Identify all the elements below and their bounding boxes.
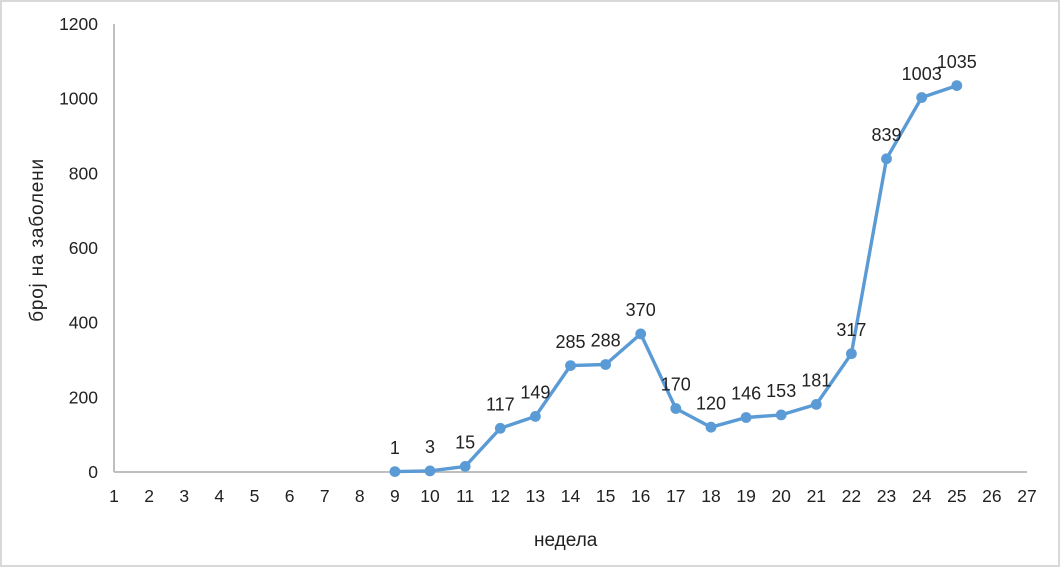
svg-text:4: 4	[214, 486, 224, 506]
svg-text:12: 12	[491, 486, 510, 506]
svg-text:7: 7	[320, 486, 330, 506]
svg-text:22: 22	[842, 486, 861, 506]
svg-text:3: 3	[425, 437, 435, 457]
svg-text:недела: недела	[534, 530, 598, 551]
svg-text:број на заболени: број на заболени	[27, 158, 48, 322]
svg-text:153: 153	[766, 381, 796, 401]
svg-text:120: 120	[696, 393, 726, 413]
svg-text:1200: 1200	[59, 14, 98, 34]
svg-text:6: 6	[285, 486, 295, 506]
svg-text:11: 11	[456, 486, 474, 506]
svg-text:181: 181	[801, 371, 831, 391]
svg-text:0: 0	[88, 462, 98, 482]
svg-text:17: 17	[666, 486, 685, 506]
svg-text:9: 9	[390, 486, 400, 506]
svg-text:370: 370	[626, 300, 656, 320]
svg-text:27: 27	[1017, 486, 1036, 506]
svg-text:13: 13	[526, 486, 545, 506]
svg-text:285: 285	[555, 332, 585, 352]
svg-text:800: 800	[69, 163, 98, 183]
svg-text:25: 25	[947, 486, 966, 506]
svg-text:15: 15	[596, 486, 615, 506]
svg-text:146: 146	[731, 384, 761, 404]
svg-text:117: 117	[486, 395, 515, 415]
svg-text:288: 288	[591, 331, 621, 351]
svg-text:600: 600	[69, 238, 98, 258]
svg-text:317: 317	[836, 320, 866, 340]
svg-text:10: 10	[420, 486, 440, 506]
svg-text:3: 3	[179, 486, 189, 506]
svg-text:1000: 1000	[59, 89, 98, 109]
svg-text:1035: 1035	[937, 52, 977, 72]
svg-text:23: 23	[877, 486, 896, 506]
svg-text:200: 200	[69, 387, 98, 407]
svg-text:5: 5	[250, 486, 260, 506]
svg-text:170: 170	[661, 375, 691, 395]
svg-text:8: 8	[355, 486, 365, 506]
svg-text:19: 19	[736, 486, 755, 506]
svg-text:839: 839	[871, 125, 901, 145]
svg-text:24: 24	[912, 486, 932, 506]
svg-text:16: 16	[631, 486, 650, 506]
svg-text:21: 21	[807, 486, 826, 506]
svg-text:1: 1	[390, 438, 400, 458]
svg-text:400: 400	[69, 313, 98, 333]
svg-text:1: 1	[109, 486, 119, 506]
svg-text:1003: 1003	[902, 64, 942, 84]
svg-text:26: 26	[982, 486, 1001, 506]
svg-text:18: 18	[701, 486, 720, 506]
svg-text:149: 149	[520, 383, 550, 403]
svg-text:2: 2	[144, 486, 154, 506]
svg-text:14: 14	[561, 486, 581, 506]
svg-text:15: 15	[455, 433, 475, 453]
svg-text:20: 20	[771, 486, 791, 506]
